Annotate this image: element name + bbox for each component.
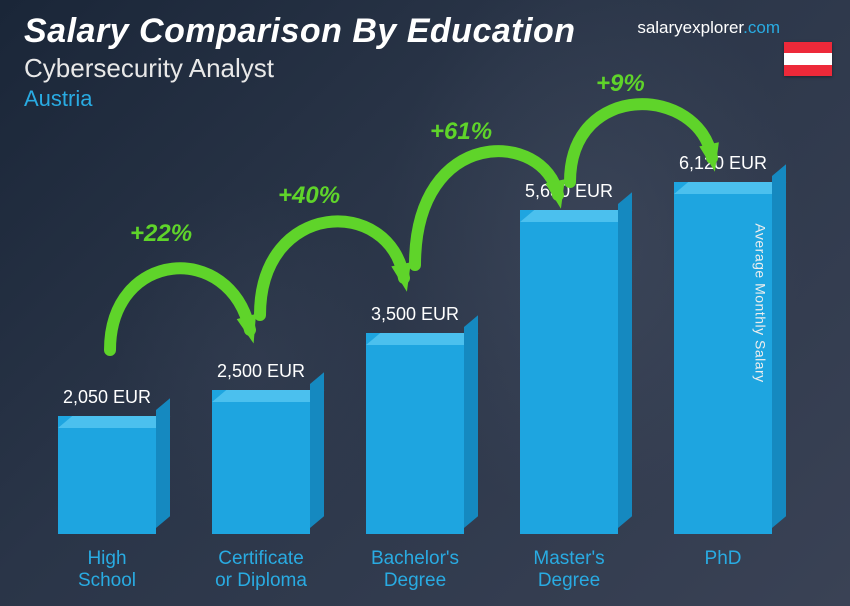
bar-3d (366, 333, 464, 534)
bar-top-face (674, 182, 786, 194)
pct-change-1: +40% (278, 182, 340, 210)
brand-name: salaryexplorer (637, 18, 743, 37)
bar-top-face (212, 390, 324, 402)
x-label-3: Master'sDegree (494, 548, 644, 592)
bar-3: 5,630 EUR (494, 181, 644, 534)
bar-side-face (772, 164, 786, 528)
bar-1: 2,500 EUR (186, 361, 336, 534)
bar-side-face (464, 315, 478, 528)
bar-top-face (58, 416, 170, 428)
bar-value-label: 5,630 EUR (525, 181, 613, 202)
bar-top-face (520, 210, 632, 222)
flag-stripe-3 (784, 65, 832, 76)
y-axis-label: Average Monthly Salary (752, 223, 768, 382)
bar-3d (212, 390, 310, 534)
bar-value-label: 6,120 EUR (679, 153, 767, 174)
brand-label: salaryexplorer.com (637, 18, 780, 38)
bar-value-label: 3,500 EUR (371, 304, 459, 325)
bar-side-face (310, 372, 324, 528)
bar-2: 3,500 EUR (340, 304, 490, 534)
bar-side-face (156, 398, 170, 528)
x-label-0: HighSchool (32, 548, 182, 592)
bars-row: 2,050 EUR 2,500 EUR 3,500 EUR 5,630 EUR 6,12… (30, 130, 800, 534)
bar-0: 2,050 EUR (32, 387, 182, 534)
bar-4: 6,120 EUR (648, 153, 798, 534)
austria-flag-icon (784, 42, 832, 76)
x-label-2: Bachelor'sDegree (340, 548, 490, 592)
bar-side-face (618, 192, 632, 528)
flag-stripe-2 (784, 53, 832, 64)
bar-value-label: 2,050 EUR (63, 387, 151, 408)
bar-front-face (212, 390, 310, 534)
x-label-4: PhD (648, 548, 798, 592)
bar-top-face (366, 333, 478, 345)
flag-stripe-1 (784, 42, 832, 53)
page-subtitle: Cybersecurity Analyst (24, 53, 576, 84)
bar-front-face (366, 333, 464, 534)
country-label: Austria (24, 86, 576, 112)
bar-3d (520, 210, 618, 534)
pct-change-3: +9% (596, 70, 645, 98)
pct-change-2: +61% (430, 118, 492, 146)
bar-value-label: 2,500 EUR (217, 361, 305, 382)
brand-tld: .com (743, 18, 780, 37)
bar-front-face (58, 416, 156, 534)
bar-3d (58, 416, 156, 534)
bar-front-face (520, 210, 618, 534)
page-title: Salary Comparison By Education (24, 12, 576, 51)
pct-change-0: +22% (130, 220, 192, 248)
x-label-1: Certificateor Diploma (186, 548, 336, 592)
chart-area: 2,050 EUR 2,500 EUR 3,500 EUR 5,630 EUR 6,12… (30, 130, 800, 534)
x-axis-labels: HighSchoolCertificateor DiplomaBachelor'… (30, 548, 800, 592)
header-block: Salary Comparison By Education Cybersecu… (24, 12, 576, 112)
